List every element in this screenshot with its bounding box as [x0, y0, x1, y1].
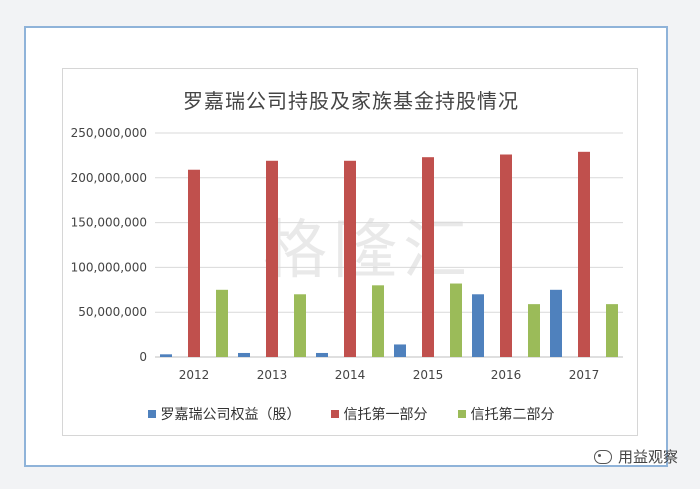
legend: 罗嘉瑞公司权益（股） 信托第一部分 信托第二部分	[63, 404, 639, 424]
legend-item-equity: 罗嘉瑞公司权益（股）	[147, 404, 301, 424]
x-tick-label: 2012	[179, 368, 210, 382]
bar	[528, 304, 540, 357]
brand: 用益观察	[593, 446, 678, 467]
legend-swatch-trust-one	[330, 410, 339, 418]
bar	[394, 344, 406, 357]
legend-label-trust-one: 信托第一部分	[343, 407, 428, 423]
y-tick-label: 0	[139, 350, 147, 364]
legend-swatch-equity	[147, 410, 156, 418]
y-tick-label: 100,000,000	[71, 260, 147, 274]
legend-label-equity: 罗嘉瑞公司权益（股）	[160, 407, 301, 423]
y-tick-label: 50,000,000	[78, 305, 147, 319]
bar	[422, 157, 434, 357]
legend-item-trust-two: 信托第二部分	[457, 404, 555, 424]
x-tick-label: 2017	[569, 368, 600, 382]
bar	[160, 354, 172, 357]
bar	[606, 304, 618, 357]
bar	[344, 160, 356, 357]
bar	[266, 160, 278, 357]
bar	[472, 294, 484, 357]
bar	[294, 294, 306, 357]
bar	[238, 352, 250, 357]
legend-item-trust-one: 信托第一部分	[330, 404, 428, 424]
bar	[216, 289, 228, 357]
y-tick-label: 150,000,000	[71, 216, 147, 230]
bar	[372, 285, 384, 357]
y-tick-label: 200,000,000	[71, 171, 147, 185]
x-tick-label: 2013	[257, 368, 288, 382]
bar	[188, 169, 200, 357]
x-tick-label: 2015	[413, 368, 444, 382]
legend-label-trust-two: 信托第二部分	[470, 407, 555, 423]
legend-swatch-trust-two	[457, 410, 466, 418]
y-tick-label: 250,000,000	[71, 126, 147, 140]
x-tick-label: 2014	[335, 368, 366, 382]
brand-label: 用益观察	[617, 448, 678, 466]
chart-panel: 罗嘉瑞公司持股及家族基金持股情况 格隆汇 0 50,000,000 100,000,…	[62, 68, 638, 436]
x-tick-label: 2016	[491, 368, 522, 382]
bar	[450, 283, 462, 357]
bar	[500, 154, 512, 357]
bar	[578, 151, 590, 357]
wechat-icon	[593, 449, 612, 464]
bar	[316, 352, 328, 357]
bar	[550, 289, 562, 357]
bar-chart: 0 50,000,000 100,000,000 150,000,000 200,000…	[71, 126, 623, 382]
chart-title: 罗嘉瑞公司持股及家族基金持股情况	[183, 89, 519, 113]
